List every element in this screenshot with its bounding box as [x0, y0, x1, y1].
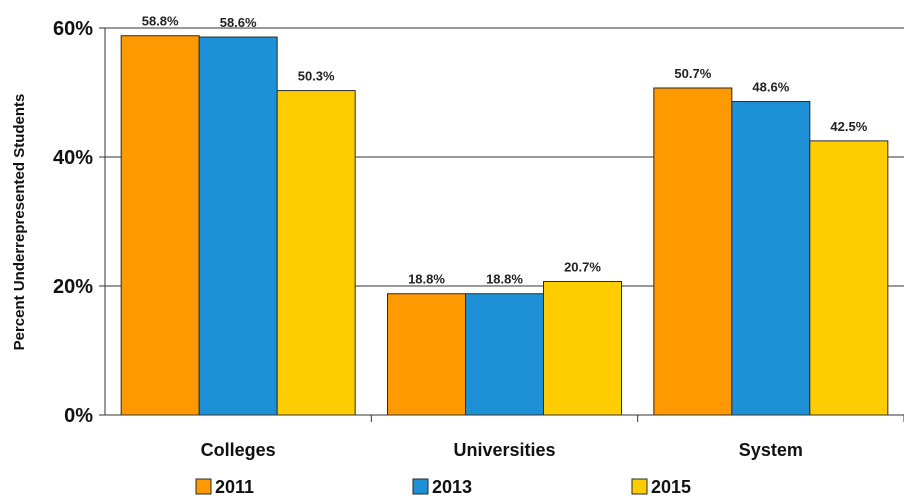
bar-2013-system	[731, 101, 811, 416]
data-label: 20.7%	[564, 259, 601, 274]
x-category-label: Colleges	[201, 440, 276, 460]
legend-label-2013: 2013	[432, 477, 472, 497]
legend-label-2011: 2011	[215, 477, 254, 497]
legend-swatch-2013	[412, 478, 429, 495]
data-labels: 58.8% 58.6% 50.3% 18.8% 18.8% 20.7% 50.7% 48.6%…	[142, 14, 868, 287]
bar-2011-system	[653, 87, 733, 416]
bar-2011-colleges	[120, 35, 200, 416]
data-label: 18.8%	[408, 272, 445, 287]
bar-2015-universities	[543, 280, 622, 416]
x-category-label: Universities	[453, 440, 555, 460]
data-label: 50.7%	[674, 66, 711, 81]
data-label: 58.8%	[142, 14, 179, 29]
y-axis-label: Percent Underrepresented Students	[11, 94, 28, 351]
y-tick-label: 40%	[53, 147, 93, 169]
bars	[120, 35, 889, 416]
data-label: 42.5%	[830, 119, 867, 134]
bar-2011-universities	[387, 293, 466, 416]
y-tick-label: 60%	[53, 18, 93, 40]
legend-swatch-2011	[195, 478, 212, 495]
legend-label-2015: 2015	[651, 477, 691, 497]
legend: 2011 2013 2015	[195, 477, 691, 497]
legend-swatch-2015	[631, 478, 648, 495]
y-tick-label: 0%	[64, 405, 93, 427]
x-category-label: System	[739, 440, 803, 460]
bar-2015-colleges	[276, 90, 356, 416]
data-label: 58.6%	[220, 15, 257, 30]
data-label: 48.6%	[752, 80, 789, 95]
data-label: 18.8%	[486, 272, 523, 287]
bar-2013-colleges	[198, 36, 278, 416]
data-label: 50.3%	[298, 69, 335, 84]
bar-2015-system	[809, 140, 889, 416]
bar-2013-universities	[465, 293, 544, 416]
y-tick-label: 20%	[53, 276, 93, 298]
axes: 0% 20% 40% 60% Colleges Universities System	[53, 18, 904, 460]
